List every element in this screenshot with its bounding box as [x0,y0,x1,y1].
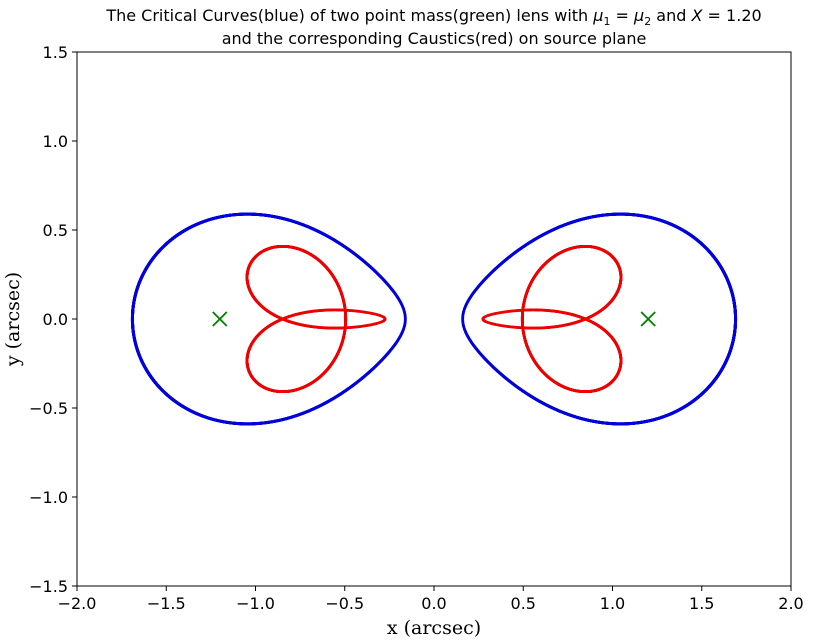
critical-curve-left [130,212,407,426]
title-mu2: μ [633,6,644,25]
chart-title-line-1: The Critical Curves(blue) of two point m… [105,6,761,28]
title-eq: = [610,6,634,25]
critical-curve-left-point [130,317,134,321]
title-text-a: The Critical Curves(blue) of two point m… [105,6,593,25]
title-x-symbol: X [691,6,704,25]
title-and: and [651,6,691,25]
plot-area [130,212,738,426]
title-sub1: 1 [603,15,610,28]
critical-curve-left-point [403,319,407,323]
title-x-value: = 1.20 [702,6,761,25]
chart-title-line-2: and the corresponding Caustics(red) on s… [222,29,647,48]
critical-curve-right [461,212,738,426]
title-sub2: 2 [644,15,651,28]
title-mu1: μ [592,6,603,25]
